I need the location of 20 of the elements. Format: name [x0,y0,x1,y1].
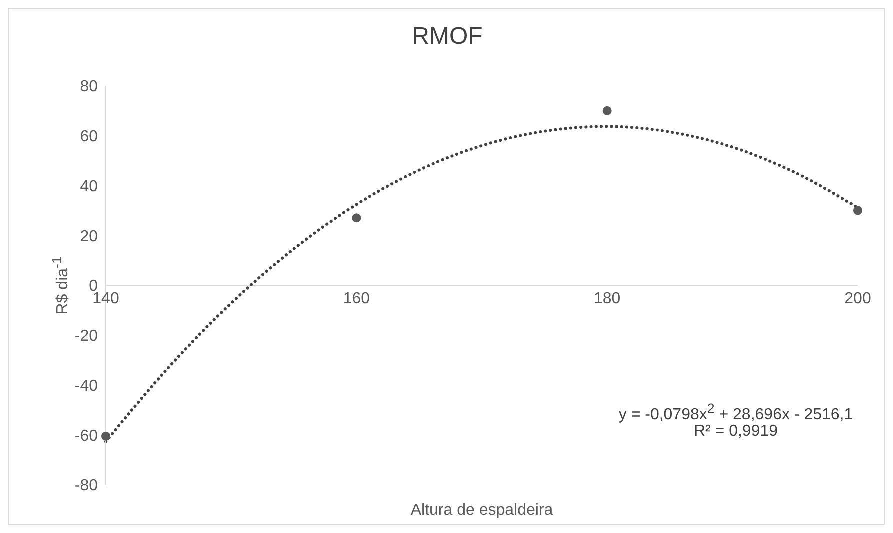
x-tick-label: 180 [594,290,621,308]
point [352,214,362,223]
x-tick-label: 160 [343,290,370,308]
y-tick-label: -40 [74,378,98,395]
y-tick-label: 20 [80,228,98,246]
annotation: y = -0,0798x$^{2}$ + 28,696x - 2516,1 [618,401,854,424]
point [602,106,612,116]
x-axis-title: Altura de espaldeira [410,502,554,519]
y-tick-label: 40 [80,178,98,196]
y-tick-label: 60 [80,128,98,146]
y-tick-label: -60 [74,428,98,445]
y-tick-label: -20 [74,328,98,346]
y-tick-label: 80 [80,78,98,96]
x-tick-label: 200 [844,290,872,308]
point [101,432,111,441]
x-tick-label: 140 [92,290,120,308]
y-tick-label: -80 [74,478,98,495]
point [853,206,863,216]
chart-title: RMOF [411,23,484,51]
annotation: R² = 0,9919 [692,423,780,441]
